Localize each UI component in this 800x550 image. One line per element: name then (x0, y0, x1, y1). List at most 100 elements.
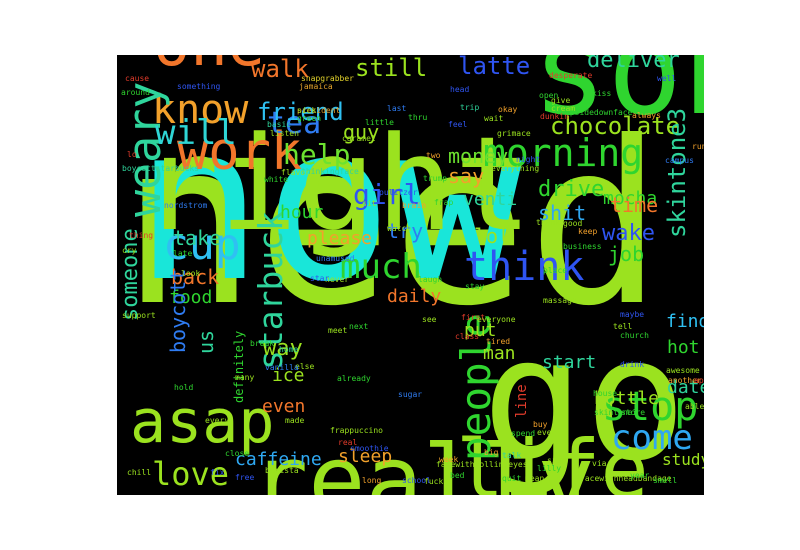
word-44: wake (602, 221, 655, 246)
word-58: start (542, 352, 597, 373)
word-47: back (171, 265, 220, 289)
word-83: cause (125, 74, 150, 83)
word-0: need (121, 94, 663, 356)
word-180: year (630, 471, 650, 480)
word-182: lo (127, 150, 137, 159)
word-95: white (264, 175, 289, 184)
word-17: cup (163, 220, 241, 270)
word-75: dunkin (540, 112, 569, 121)
word-96: flavor (281, 168, 310, 177)
word-32: money (448, 144, 509, 168)
word-165: big (484, 448, 499, 457)
word-86: little (365, 118, 394, 127)
word-104: brain (402, 201, 427, 210)
word-53: way (263, 336, 303, 361)
word-158: long (362, 476, 382, 485)
word-141: another (668, 376, 702, 385)
word-152: buy (533, 420, 548, 429)
word-124: first (461, 313, 486, 322)
word-3: right (141, 108, 533, 260)
word-50: someone (118, 228, 143, 321)
word-64: caffeine (235, 449, 322, 470)
word-135: hold (174, 383, 194, 392)
word-71: president (297, 106, 341, 115)
word-155: fix (210, 468, 225, 477)
word-173: maybe (620, 310, 645, 319)
word-127: tired (486, 337, 511, 346)
word-132: church (620, 331, 649, 340)
word-48: food (169, 287, 213, 308)
word-45: job (608, 242, 645, 266)
word-28: latte (458, 55, 531, 80)
word-65: sleep (338, 446, 393, 467)
word-46: skintone3 (663, 107, 691, 238)
word-128: next (349, 322, 369, 331)
word-8: one (153, 55, 265, 75)
word-174: drink (620, 360, 645, 369)
word-130: see (422, 315, 437, 324)
word-149: spend (511, 429, 536, 438)
word-38: try (387, 219, 424, 243)
word-129: meet (328, 326, 348, 335)
word-101: pulitzer (379, 188, 418, 197)
word-6: life (456, 423, 649, 496)
word-98: everything (491, 164, 540, 173)
word-79: desperate (549, 71, 593, 80)
word-73: caramel (342, 134, 376, 143)
word-9: work (177, 122, 303, 182)
word-52: us (194, 329, 218, 354)
word-162: facewithheadbandage (580, 474, 672, 483)
word-66: study (662, 450, 704, 469)
word-140: awesome (666, 366, 700, 375)
word-153: lilly (537, 464, 562, 473)
word-70: something (177, 82, 221, 91)
word-166: week (439, 455, 459, 464)
word-159: school (402, 476, 431, 485)
word-102: frap (434, 198, 454, 207)
word-157: barista (265, 466, 299, 475)
word-164: sign (547, 456, 567, 465)
word-24: girl (353, 178, 421, 211)
word-121: cry (122, 246, 137, 255)
word-117: massage (543, 296, 577, 305)
word-84: basic (267, 120, 292, 129)
word-30: friend (257, 98, 344, 126)
word-43: lol (474, 224, 511, 248)
word-25: chocolate (550, 112, 681, 140)
word-108: good (563, 219, 583, 228)
word-61: even (262, 396, 306, 417)
word-179: bed (450, 471, 465, 480)
word-36: hour (280, 202, 324, 223)
word-12: will (155, 113, 237, 153)
word-109: keep (578, 227, 598, 236)
word-145: store (621, 408, 646, 417)
word-94: thinkingface (301, 167, 359, 176)
word-10: know (152, 87, 249, 133)
word-42: please (307, 228, 373, 249)
word-55: man (483, 343, 516, 364)
word-143: apple (694, 376, 704, 385)
word-87: thru (408, 113, 428, 122)
word-178: via (592, 459, 607, 468)
word-184: well (657, 74, 677, 83)
word-115: stay (465, 282, 485, 291)
word-136: many (235, 373, 255, 382)
word-168: real (338, 438, 358, 447)
word-74: trip (460, 103, 480, 112)
word-39: shit (538, 201, 587, 225)
word-77: cream (551, 104, 576, 113)
word-78: give (551, 96, 571, 105)
word-154: close (225, 449, 250, 458)
word-175: able (685, 402, 704, 411)
word-63: bottle (594, 388, 660, 409)
word-138: already (337, 374, 371, 383)
word-82: around (121, 88, 150, 97)
word-92: always (632, 111, 661, 120)
word-177: mean (525, 474, 545, 483)
word-171: campus (665, 156, 694, 165)
word-4: sob (532, 55, 704, 143)
word-2: go (482, 301, 687, 495)
word-167: smoothie (350, 444, 389, 453)
word-69: jamaica (299, 82, 333, 91)
